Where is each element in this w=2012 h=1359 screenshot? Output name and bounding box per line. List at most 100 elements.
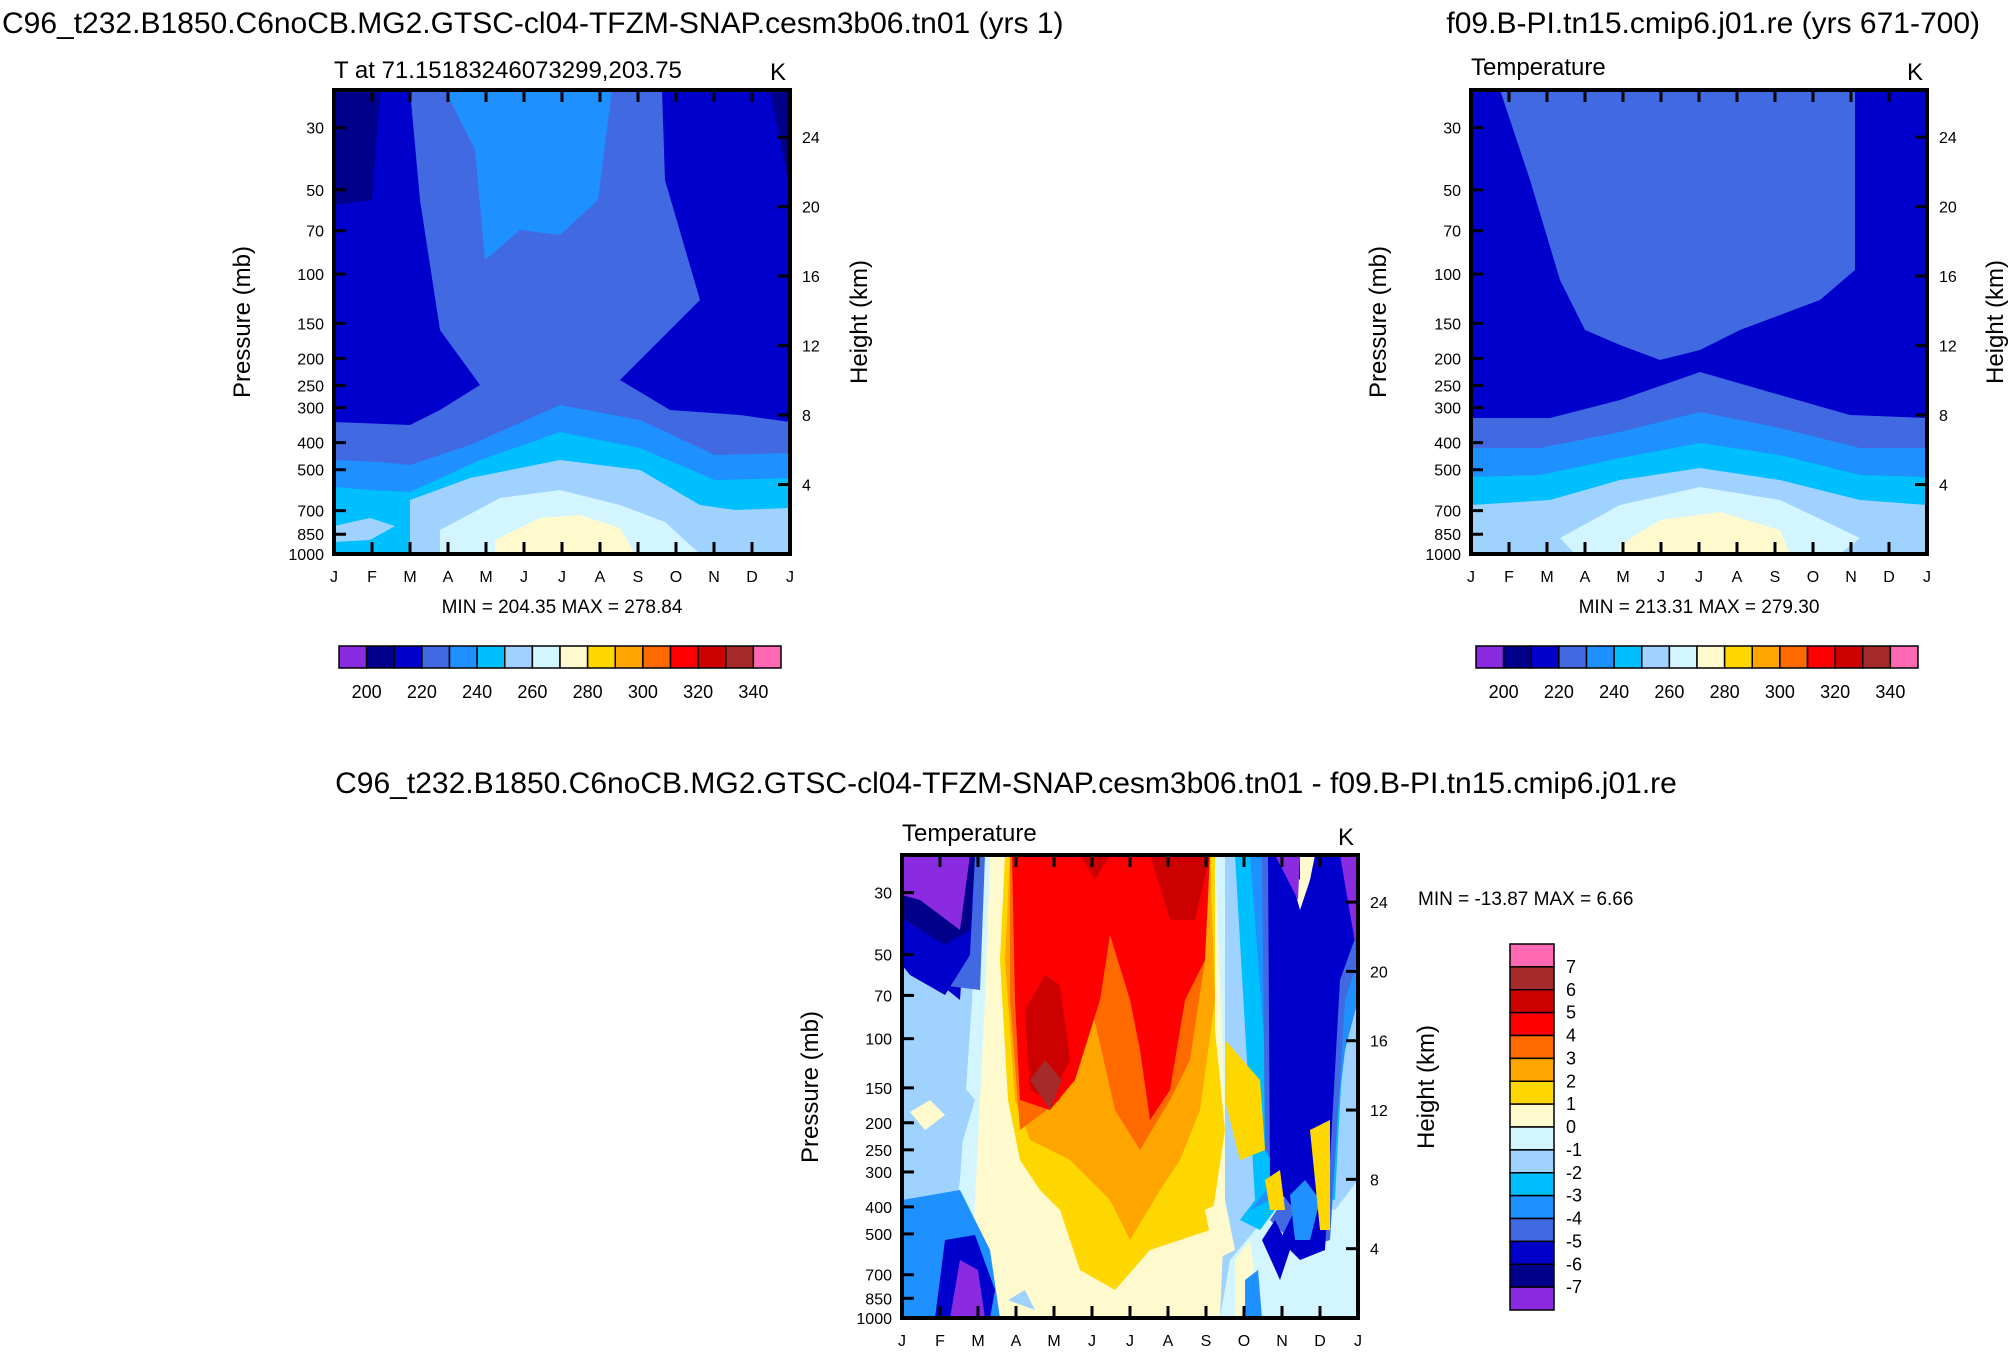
x-tick-label: S bbox=[1201, 1333, 1212, 1350]
y2-tick-label: 8 bbox=[802, 408, 811, 425]
y2-tick-label: 4 bbox=[802, 478, 811, 495]
x-tick-label: J bbox=[1657, 569, 1665, 586]
colorbar-swatch bbox=[365, 645, 395, 669]
colorbar-label: 2 bbox=[1566, 1071, 1576, 1091]
x-tick-label: A bbox=[1011, 1333, 1022, 1350]
y-tick-label: 300 bbox=[297, 401, 324, 418]
colorbar-label: -2 bbox=[1566, 1163, 1582, 1183]
panel1-height-axis: 24 20 16 12 8 4 bbox=[778, 130, 820, 495]
diff-min-max: MIN = -13.87 MAX = 6.66 bbox=[1418, 889, 1633, 910]
colorbar-label: -1 bbox=[1566, 1140, 1582, 1160]
colorbar-swatch bbox=[1613, 645, 1643, 669]
x-tick-label: N bbox=[708, 569, 720, 586]
colorbar-label: 0 bbox=[1566, 1117, 1576, 1137]
panel2-y2label: Height (km) bbox=[1982, 260, 2009, 384]
x-tick-label: A bbox=[1163, 1333, 1174, 1350]
panel2-units: K bbox=[1907, 59, 1923, 86]
colorbar-label: 320 bbox=[1820, 682, 1850, 702]
x-tick-label: M bbox=[1047, 1333, 1060, 1350]
colorbar-swatch bbox=[1806, 645, 1836, 669]
colorbar-swatch bbox=[1509, 943, 1555, 968]
y-tick-label: 70 bbox=[1443, 224, 1461, 241]
colorbar-swatch bbox=[614, 645, 644, 669]
y2-tick-label: 24 bbox=[1370, 895, 1388, 912]
y2-tick-label: 16 bbox=[1939, 269, 1957, 286]
panel2-colorbar: 200 220 240 260 280 300 320 340 bbox=[1475, 645, 1919, 702]
y-tick-label: 1000 bbox=[1425, 547, 1461, 564]
x-tick-label: A bbox=[443, 569, 454, 586]
colorbar-swatch bbox=[1779, 645, 1809, 669]
colorbar-swatch bbox=[476, 645, 506, 669]
panel1-plot: T at 71.15183246073299,203.75 K J F M A M J J A… bbox=[229, 57, 873, 702]
colorbar-label: 220 bbox=[407, 682, 437, 702]
x-tick-label: N bbox=[1845, 569, 1857, 586]
y-tick-label: 50 bbox=[1443, 183, 1461, 200]
x-tick-label: O bbox=[1238, 1333, 1250, 1350]
panel1-colorbar: 200 220 240 260 280 300 320 340 bbox=[338, 645, 782, 702]
panel1-ylabel: Pressure (mb) bbox=[229, 246, 256, 398]
y2-tick-label: 16 bbox=[802, 269, 820, 286]
colorbar-swatch bbox=[1889, 645, 1919, 669]
panel2-figure-title: f09.B-PI.tn15.cmip6.j01.re (yrs 671-700) bbox=[1446, 7, 1980, 40]
y2-tick-label: 20 bbox=[1370, 964, 1388, 981]
colorbar-swatch bbox=[1530, 645, 1560, 669]
y2-tick-label: 8 bbox=[1370, 1172, 1379, 1189]
y-tick-label: 500 bbox=[1434, 463, 1461, 480]
y-tick-label: 700 bbox=[1434, 504, 1461, 521]
x-tick-label: M bbox=[1540, 569, 1553, 586]
y2-tick-label: 4 bbox=[1939, 478, 1948, 495]
diff-ylabel: Pressure (mb) bbox=[797, 1011, 824, 1163]
x-tick-label: J bbox=[1695, 569, 1703, 586]
colorbar-label: 320 bbox=[683, 682, 713, 702]
y-tick-label: 30 bbox=[874, 886, 892, 903]
colorbar-swatch bbox=[1723, 645, 1753, 669]
y-tick-label: 850 bbox=[1434, 527, 1461, 544]
x-tick-label: O bbox=[1807, 569, 1819, 586]
colorbar-label: 260 bbox=[517, 682, 547, 702]
y-tick-label: 850 bbox=[297, 527, 324, 544]
x-tick-label: F bbox=[367, 569, 377, 586]
colorbar-label: 6 bbox=[1566, 980, 1576, 1000]
colorbar-label: 200 bbox=[1489, 682, 1519, 702]
colorbar-swatch bbox=[1509, 1126, 1555, 1151]
x-tick-label: J bbox=[558, 569, 566, 586]
colorbar-swatch bbox=[1509, 1057, 1555, 1082]
x-tick-label: M bbox=[403, 569, 416, 586]
panel1-y2label: Height (km) bbox=[846, 260, 873, 384]
y-tick-label: 300 bbox=[865, 1165, 892, 1182]
colorbar-swatch bbox=[1502, 645, 1532, 669]
panel1-y-axis: 30 50 70 100 150 200 250 300 400 500 700 850 1000 bbox=[288, 121, 346, 564]
panel1-min-max: MIN = 204.35 MAX = 278.84 bbox=[442, 597, 683, 618]
x-tick-label: J bbox=[898, 1333, 906, 1350]
y-tick-label: 400 bbox=[865, 1200, 892, 1217]
y-tick-label: 400 bbox=[1434, 436, 1461, 453]
colorbar-swatch bbox=[1862, 645, 1892, 669]
y2-tick-label: 12 bbox=[1939, 339, 1957, 356]
y-tick-label: 200 bbox=[297, 351, 324, 368]
colorbar-label: 5 bbox=[1566, 1003, 1576, 1023]
y-tick-label: 1000 bbox=[856, 1311, 892, 1328]
colorbar-swatch bbox=[421, 645, 451, 669]
panel2-ylabel: Pressure (mb) bbox=[1365, 246, 1392, 398]
x-tick-label: D bbox=[746, 569, 758, 586]
y-tick-label: 30 bbox=[306, 121, 324, 138]
colorbar-label: 240 bbox=[462, 682, 492, 702]
x-tick-label: J bbox=[786, 569, 794, 586]
colorbar-swatch bbox=[1509, 1080, 1555, 1105]
diff-figure-title: C96_t232.B1850.C6noCB.MG2.GTSC-cl04-TFZM… bbox=[335, 767, 1677, 800]
colorbar-swatch bbox=[1509, 1240, 1555, 1265]
x-tick-label: A bbox=[595, 569, 606, 586]
y-tick-label: 200 bbox=[1434, 351, 1461, 368]
colorbar-label: 300 bbox=[628, 682, 658, 702]
diff-colorbar: 7 6 5 43 2 1 0 -1 -2 -3 -4-5 -6 -7 bbox=[1509, 943, 1582, 1311]
panel2-plot: Temperature K J F M A M J J A S O N D J 30 50 70 100 150… bbox=[1365, 54, 2009, 702]
colorbar-swatch bbox=[1475, 645, 1505, 669]
x-tick-label: J bbox=[1467, 569, 1475, 586]
colorbar-swatch bbox=[697, 645, 727, 669]
colorbar-swatch bbox=[669, 645, 699, 669]
colorbar-swatch bbox=[448, 645, 478, 669]
x-tick-label: S bbox=[1770, 569, 1781, 586]
colorbar-swatch bbox=[1751, 645, 1781, 669]
